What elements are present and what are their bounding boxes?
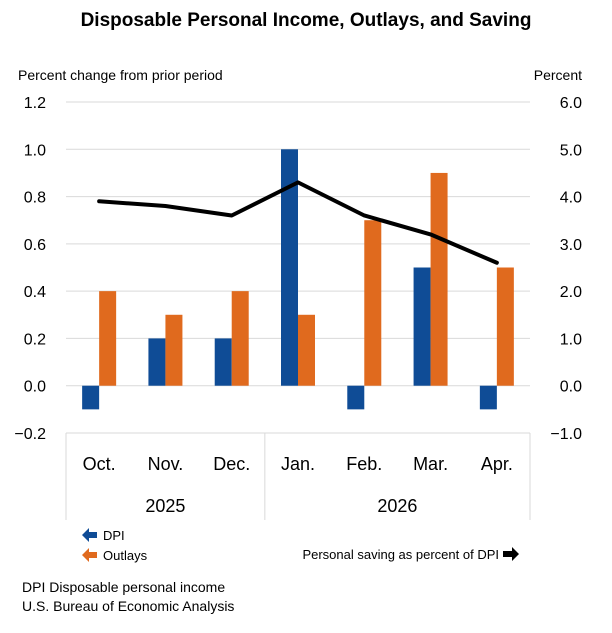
right-tick-label: 5.0 xyxy=(560,142,582,159)
outlays-arrow-icon xyxy=(82,548,97,562)
dpi-bar xyxy=(82,385,100,410)
outlays-bar xyxy=(298,314,315,386)
outlays-bar xyxy=(364,220,382,386)
dpi-bar xyxy=(479,385,497,410)
dpi-bar xyxy=(413,267,431,386)
note-dpi-definition: DPI Disposable personal income xyxy=(22,579,225,595)
chart-title: Disposable Personal Income, Outlays, and… xyxy=(81,10,532,31)
dpi-arrow-icon xyxy=(82,528,97,542)
legend: DPI Outlays Personal saving as percent o… xyxy=(82,528,519,563)
right-tick-label: 3.0 xyxy=(560,237,582,254)
left-tick-label: 0.6 xyxy=(24,237,46,254)
year-label: 2025 xyxy=(145,496,185,516)
right-tick-label: 2.0 xyxy=(560,284,582,301)
left-tick-label: 0.4 xyxy=(24,284,46,301)
dpi-bar xyxy=(214,338,232,386)
left-axis: −0.2 0.0 0.2 0.4 0.6 0.8 1.0 1.2 xyxy=(14,95,46,443)
dpi-bar xyxy=(148,338,166,386)
saving-line-layer xyxy=(97,180,499,265)
right-tick-label: 0.0 xyxy=(560,379,582,396)
outlays-bar xyxy=(496,267,514,386)
right-axis: −1.0 0.0 1.0 2.0 3.0 4.0 5.0 6.0 xyxy=(550,95,582,443)
category-label: Jan. xyxy=(281,454,315,474)
right-tick-label: 6.0 xyxy=(560,95,582,112)
left-axis-title: Percent change from prior period xyxy=(18,67,223,83)
category-label: Nov. xyxy=(148,454,184,474)
year-label: 2026 xyxy=(377,496,417,516)
left-tick-label: −0.2 xyxy=(14,426,46,443)
legend-dpi: DPI xyxy=(82,528,125,543)
category-label: Mar. xyxy=(413,454,448,474)
dpi-bar xyxy=(281,149,298,386)
category-label: Feb. xyxy=(346,454,382,474)
bars xyxy=(82,149,514,410)
left-tick-label: 1.0 xyxy=(24,142,46,159)
left-tick-label: 0.0 xyxy=(24,379,46,396)
right-tick-label: 1.0 xyxy=(560,331,582,348)
left-tick-label: 0.2 xyxy=(24,331,46,348)
outlays-bar xyxy=(430,172,448,386)
outlays-bar xyxy=(165,314,183,386)
category-label: Apr. xyxy=(481,454,513,474)
legend-dpi-label: DPI xyxy=(103,528,125,543)
right-tick-label: 4.0 xyxy=(560,190,582,207)
x-axis: Oct. Nov. Dec. Jan. Feb. Mar. Apr. 2025 2026 xyxy=(65,433,531,520)
left-tick-label: 0.8 xyxy=(24,190,46,207)
saving-line xyxy=(97,180,499,265)
legend-outlays: Outlays xyxy=(82,548,148,563)
outlays-bar xyxy=(99,291,117,386)
category-label: Dec. xyxy=(213,454,250,474)
saving-arrow-icon xyxy=(503,547,519,561)
outlays-bar xyxy=(231,291,249,386)
right-tick-label: −1.0 xyxy=(550,426,582,443)
category-label: Oct. xyxy=(83,454,116,474)
legend-saving: Personal saving as percent of DPI xyxy=(302,547,519,562)
legend-saving-label: Personal saving as percent of DPI xyxy=(302,547,499,562)
right-axis-title: Percent xyxy=(534,67,582,83)
legend-outlays-label: Outlays xyxy=(103,548,148,563)
note-source: U.S. Bureau of Economic Analysis xyxy=(22,598,234,614)
left-tick-label: 1.2 xyxy=(24,95,46,112)
dpi-bar xyxy=(347,385,365,410)
